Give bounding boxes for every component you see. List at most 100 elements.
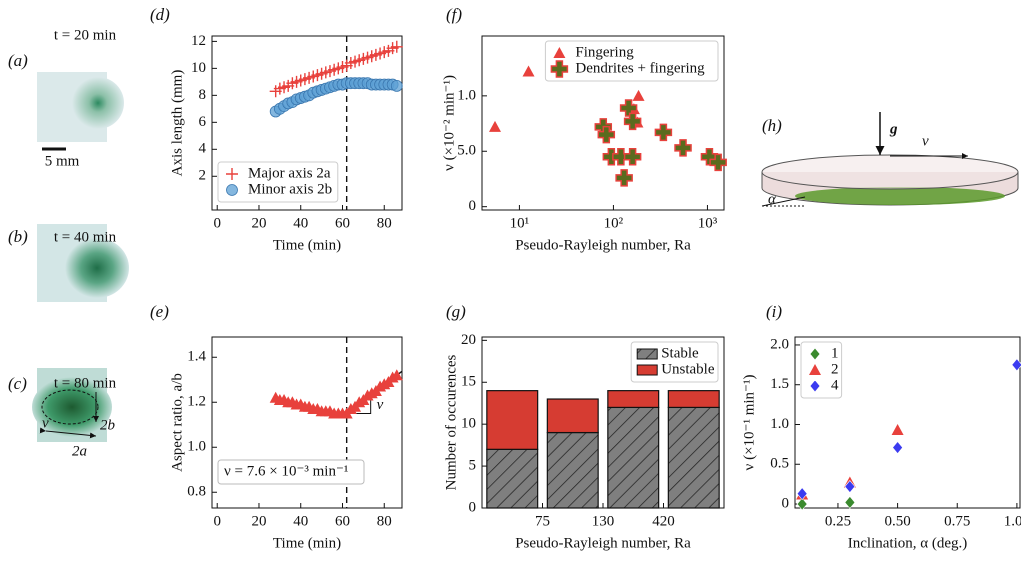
image-panel-c: (c) t = 80 min ν 2b 2a (8, 368, 117, 459)
legend-swatch (636, 364, 658, 376)
point (597, 125, 616, 144)
caption: t = 20 min (54, 27, 117, 43)
plot-frame (481, 35, 725, 211)
legend-marker (550, 60, 569, 78)
legend-marker (809, 364, 821, 375)
x-tick-label: 0.75 (944, 513, 970, 529)
point (891, 424, 904, 436)
legend-box (217, 161, 339, 203)
point (390, 40, 403, 53)
y-tick-label: 5.0 (457, 143, 476, 159)
point (892, 441, 903, 455)
y-tick-label: 1.0 (457, 87, 476, 103)
plot-frame (481, 336, 725, 509)
fit-ellipse (41, 389, 99, 425)
x-tick-label: 80 (377, 215, 392, 231)
annotation: ν = 7.6 × 10⁻³ min⁻¹ (224, 463, 348, 479)
legend-label: 2 (831, 361, 839, 377)
x-tick-label: 0.50 (884, 513, 910, 529)
legend-marker (226, 184, 238, 196)
x-tick-label: 20 (251, 215, 266, 231)
x-axis-title: Time (min) (273, 535, 341, 551)
point (674, 139, 692, 157)
x-tick-label: 130 (592, 513, 615, 529)
x-tick-label: 0.25 (825, 513, 851, 529)
point (844, 495, 856, 509)
point (489, 120, 502, 132)
angle-label: α (768, 191, 777, 207)
y-tick-label: 5 (469, 458, 477, 474)
panel-label: (i) (766, 302, 782, 321)
legend-box (800, 341, 843, 399)
panel-label: (c) (8, 374, 27, 393)
x-tick-label: 0 (213, 215, 221, 231)
y-tick-label: 20 (461, 332, 476, 348)
x-tick-label: 60 (335, 215, 350, 231)
legend-marker (553, 47, 566, 58)
point (844, 480, 856, 493)
legend-label: Fingering (575, 44, 634, 60)
legend-box (544, 40, 719, 82)
y-tick-label: 1.2 (187, 394, 206, 410)
chart-panel: (g) Pseudo-Rayleigh number, Ra Number of o… (443, 302, 725, 551)
legend-marker (809, 379, 821, 393)
dish-top (761, 154, 1019, 190)
y-axis-title: ν (×10⁻² min⁻¹) (441, 75, 457, 171)
x-tick-label: 10³ (698, 215, 718, 231)
panel-label: (e) (150, 302, 169, 321)
bar-segment (486, 448, 539, 509)
legend-label: Stable (661, 345, 699, 361)
legend-marker (809, 347, 821, 361)
legend-label: 1 (831, 345, 839, 361)
axis-arrow (39, 427, 97, 439)
chart-panel: (e) Time (min) Aspect ratio, a/b0.8 1.0 1.2 1… (150, 302, 403, 551)
point (654, 123, 673, 142)
point (623, 112, 642, 131)
gravity-label: g (889, 121, 898, 137)
point (1011, 358, 1021, 372)
legend-marker (226, 168, 238, 180)
x-tick-label: 40 (293, 513, 308, 529)
x-axis-title: Pseudo-Rayleigh number, Ra (515, 237, 691, 253)
panel-label: (a) (8, 51, 28, 70)
y-tick-label: 1.0 (187, 439, 206, 455)
caption: t = 80 min (54, 375, 117, 391)
bar-segment (607, 390, 660, 409)
y-tick-label: 0.8 (187, 484, 206, 500)
bar-segment (607, 406, 660, 509)
scale-label: 5 mm (45, 153, 80, 169)
point (615, 169, 633, 187)
x-tick-label: 75 (535, 513, 550, 529)
y-tick-label: 4 (199, 141, 207, 157)
point (709, 153, 727, 172)
y-tick-label: 15 (461, 374, 476, 390)
point (632, 89, 645, 101)
bar-segment (546, 398, 599, 434)
y-tick-label: 12 (191, 33, 206, 49)
y-tick-label: 10 (461, 416, 476, 432)
point (623, 148, 642, 166)
legend-label: 4 (831, 377, 839, 393)
x-tick-label: 0 (213, 513, 221, 529)
point (522, 65, 535, 77)
x-tick-label: 40 (293, 215, 308, 231)
legend-label: Unstable (661, 361, 715, 377)
annotation-box (217, 459, 365, 485)
point (390, 369, 403, 381)
x-axis-title: Time (min) (273, 237, 341, 253)
y-tick-label: 0 (782, 495, 790, 511)
y-tick-label: 1.0 (770, 416, 789, 432)
y-tick-label: 10 (191, 60, 206, 76)
y-axis-title: Number of occurences (443, 354, 459, 490)
tilt (761, 196, 806, 207)
y-tick-label: 0 (469, 499, 477, 515)
bar-segment (667, 406, 720, 509)
panel-label: (h) (762, 116, 782, 135)
x-axis-title: Inclination, α (deg.) (848, 535, 968, 551)
annotation: ν (42, 415, 49, 431)
plot-frame (794, 336, 1021, 509)
x-tick-label: 1.00 (1004, 513, 1021, 529)
bar-segment (486, 390, 539, 450)
x-tick-label: 80 (377, 513, 392, 529)
